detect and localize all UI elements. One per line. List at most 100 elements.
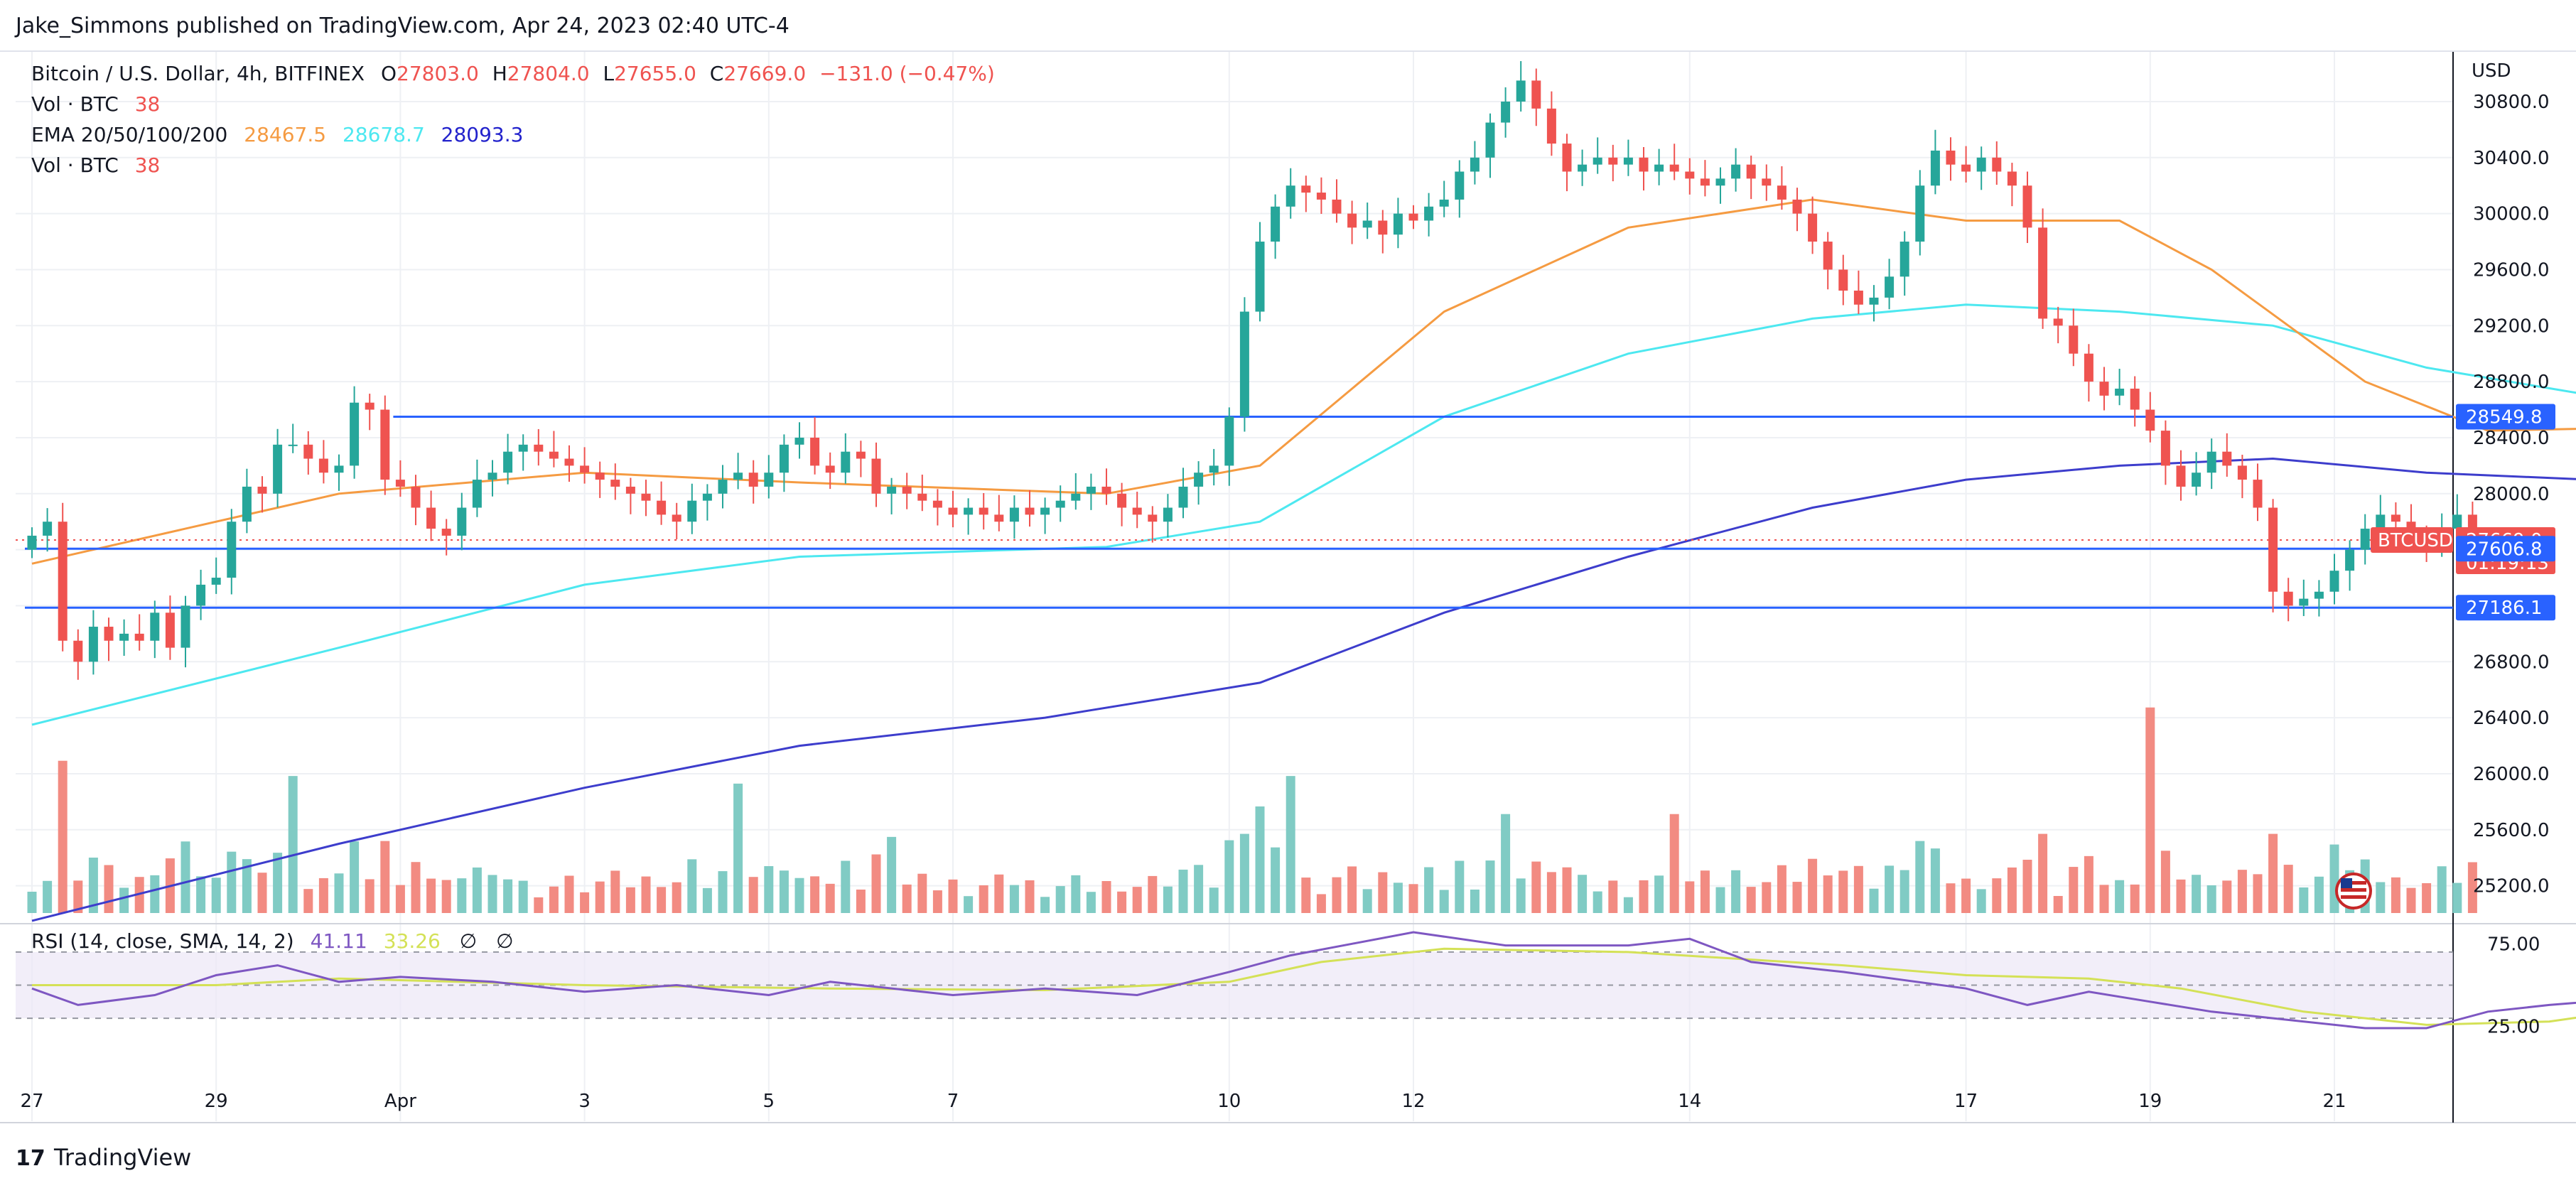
candle-body: [1316, 193, 1326, 200]
volume-bar: [1378, 872, 1388, 913]
price-tick-label: 28400.0: [2473, 428, 2550, 449]
ohlc-h-label: H: [492, 62, 507, 85]
time-tick-label: 14: [1678, 1091, 1701, 1112]
volume-bar: [1501, 814, 1511, 913]
candle-body: [43, 522, 53, 536]
candle-body: [2222, 451, 2232, 466]
volume-bar: [534, 897, 544, 913]
rsi-legend-extra-2: ∅: [496, 929, 513, 953]
candle-body: [1086, 486, 1096, 494]
volume-bar: [2422, 883, 2432, 913]
volume-bar: [1531, 861, 1541, 913]
volume-bar: [1424, 867, 1434, 913]
candle-body: [1608, 157, 1618, 165]
volume-bar: [1685, 881, 1695, 913]
candle-body: [2391, 514, 2400, 522]
price-label-text: 28549.8: [2466, 406, 2543, 428]
candle-body: [779, 444, 789, 473]
volume-bar: [1546, 872, 1556, 913]
volume-bars: [27, 707, 2477, 913]
volume-bar: [2467, 862, 2477, 913]
candle-body: [2452, 514, 2462, 529]
volume-bar: [2115, 880, 2125, 913]
volume-bar: [2376, 882, 2386, 913]
volume-bar: [273, 853, 283, 913]
volume-bar: [518, 880, 528, 913]
candle-body: [211, 578, 221, 585]
candle-body: [518, 444, 528, 452]
price-tick-label: 28000.0: [2473, 484, 2550, 505]
volume-bar: [303, 889, 313, 913]
price-label-badge: [2456, 595, 2555, 621]
volume-bar: [1623, 897, 1633, 913]
candle-body: [1930, 150, 1940, 186]
us-flag-icon[interactable]: [2335, 873, 2372, 909]
candle-body: [1178, 486, 1188, 508]
candle-body: [1332, 199, 1342, 214]
volume-bar: [902, 884, 912, 913]
candle-body: [288, 444, 298, 446]
candle-body: [764, 472, 774, 487]
volume-bar: [1255, 806, 1265, 913]
time-tick-label: 7: [947, 1091, 959, 1112]
candle-body: [472, 480, 482, 508]
candle-body: [1715, 178, 1725, 186]
volume-bar: [779, 870, 789, 913]
volume-bar: [2084, 855, 2093, 913]
candle-body: [88, 627, 98, 662]
rsi-legend-value: 41.11: [311, 929, 367, 953]
ema-legend: EMA 20/50/100/200 28467.5 28678.7 28093.…: [31, 123, 523, 146]
candle-body: [825, 465, 835, 473]
candle-body: [1455, 171, 1465, 200]
candle-body: [2283, 591, 2293, 606]
tradingview-logo[interactable]: 17 TradingView: [16, 1144, 191, 1171]
volume-bar: [810, 876, 820, 913]
candle-body: [1808, 213, 1818, 242]
volume-bar: [1562, 867, 1572, 913]
volume-bar: [2130, 884, 2140, 913]
volume-bar: [1362, 889, 1372, 913]
candle-body: [1823, 242, 1833, 270]
volume-bar: [1439, 890, 1449, 913]
volume-legend-2-value: 38: [135, 153, 161, 177]
candle-body: [549, 451, 559, 459]
candle-body: [1869, 297, 1879, 305]
candle-body: [257, 486, 267, 494]
volume-bar: [1009, 885, 1019, 913]
volume-bar: [134, 877, 144, 913]
volume-bar: [350, 841, 360, 913]
price-tick-label: 26400.0: [2473, 708, 2550, 729]
volume-bar: [657, 887, 667, 913]
candle-body: [1194, 472, 1204, 487]
volume-bar: [211, 878, 221, 913]
candle-body: [964, 507, 974, 515]
candle-body: [2314, 591, 2324, 599]
time-tick-label: 10: [1217, 1091, 1241, 1112]
candle-body: [334, 465, 344, 473]
candle-body: [1516, 80, 1526, 102]
rsi-line: [31, 931, 2576, 1030]
price-label-text: 27186.1: [2466, 598, 2543, 619]
volume-bar: [932, 890, 942, 913]
ema-lines: [31, 198, 2576, 922]
volume-bar: [2069, 867, 2079, 913]
time-tick-label: 3: [578, 1091, 591, 1112]
ohlc-l-value: 27655.0: [614, 62, 696, 85]
volume-bar: [948, 879, 958, 913]
volume-bar: [58, 760, 68, 913]
volume-bar: [1992, 878, 2002, 913]
candle-body: [672, 514, 681, 522]
ema20-value: 28467.5: [244, 123, 326, 146]
ohlc-o-label: O: [381, 62, 397, 85]
candle-body: [2206, 451, 2216, 473]
candle-body: [1040, 507, 1050, 515]
time-tick-label: 19: [2138, 1091, 2162, 1112]
candle-body: [1578, 164, 1588, 172]
volume-bar: [1470, 890, 1480, 913]
candle-body: [2038, 227, 2048, 319]
ema50-line: [31, 303, 2576, 726]
ema20-line: [31, 198, 2576, 565]
candle-body: [1777, 185, 1787, 200]
candle-body: [610, 480, 620, 487]
